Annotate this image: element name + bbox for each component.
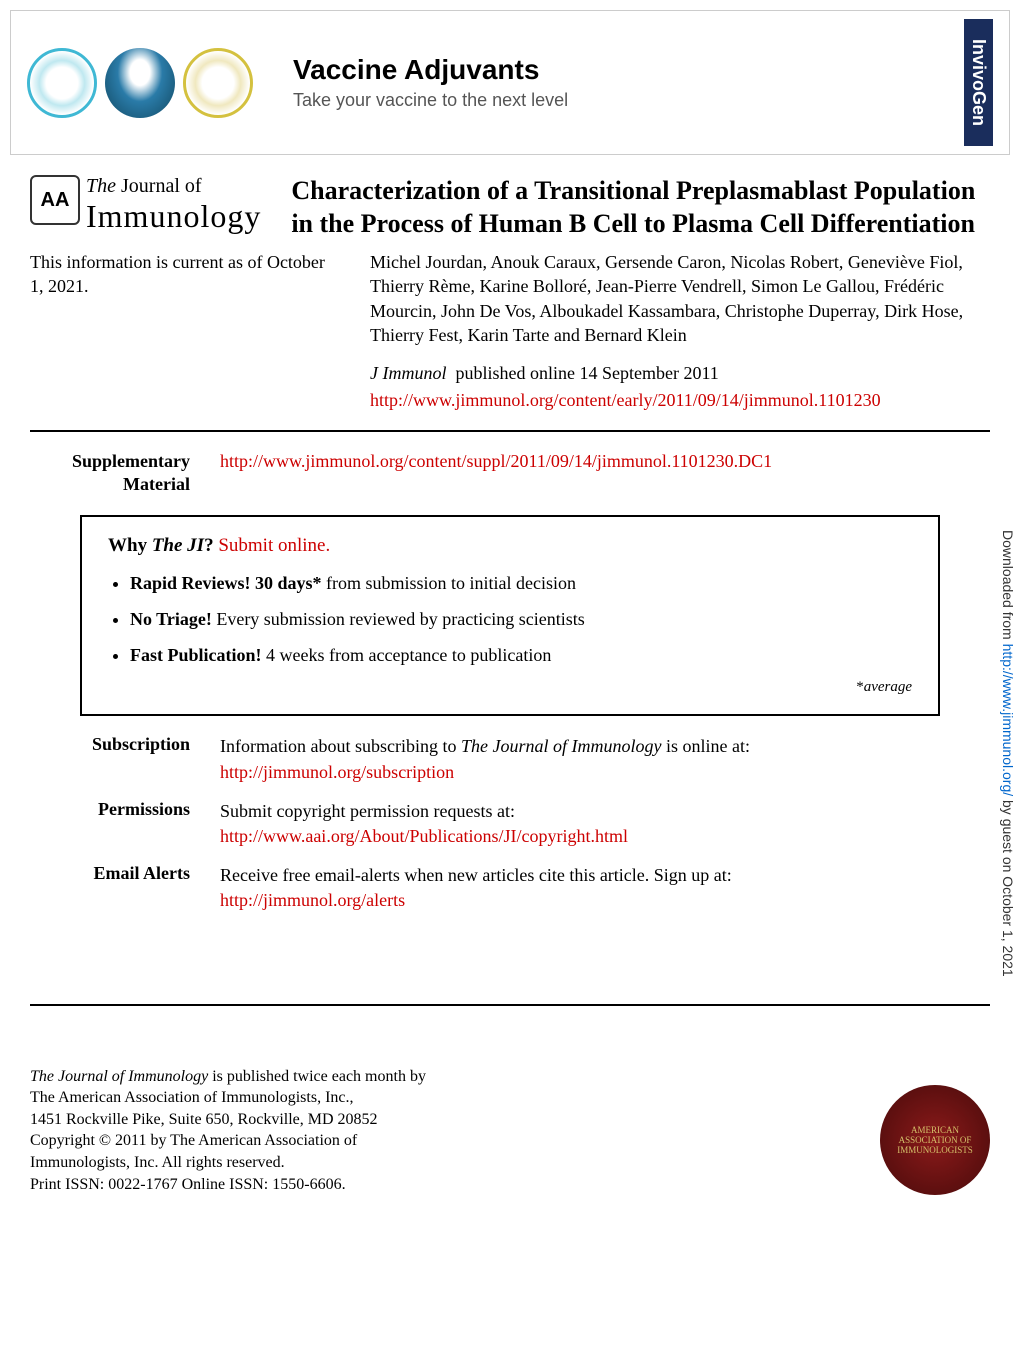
ad-brand-badge: InvivoGen — [964, 19, 993, 146]
subscription-content: Information about subscribing to The Jou… — [220, 734, 990, 784]
download-source-note: Downloaded from http://www.jimmunol.org/… — [1000, 530, 1016, 977]
footer: The Journal of Immunology is published t… — [30, 1066, 990, 1196]
why-bullet: No Triage! Every submission reviewed by … — [130, 607, 912, 631]
why-bullet-list: Rapid Reviews! 30 days* from submission … — [130, 571, 912, 668]
aai-seal: AMERICAN ASSOCIATION OF IMMUNOLOGISTS — [880, 1085, 990, 1195]
why-bullet: Fast Publication! 4 weeks from acceptanc… — [130, 643, 912, 667]
ad-title: Vaccine Adjuvants — [293, 54, 944, 86]
alerts-content: Receive free email-alerts when new artic… — [220, 863, 990, 913]
why-footnote: *average — [108, 679, 912, 696]
ad-ring-icon — [27, 48, 97, 118]
ad-bowl-icon — [105, 48, 175, 118]
publication-line: J Immunol published online 14 September … — [370, 361, 990, 385]
supplementary-label: Supplementary Material — [30, 450, 190, 497]
divider — [30, 1004, 990, 1006]
divider — [30, 430, 990, 432]
alerts-label: Email Alerts — [30, 863, 190, 913]
permissions-link[interactable]: http://www.aai.org/About/Publications/JI… — [220, 826, 628, 846]
authors-and-pub: Michel Jourdan, Anouk Caraux, Gersende C… — [370, 250, 990, 412]
permissions-label: Permissions — [30, 799, 190, 849]
ad-banner[interactable]: Vaccine Adjuvants Take your vaccine to t… — [10, 10, 1010, 155]
subscription-link[interactable]: http://jimmunol.org/subscription — [220, 762, 454, 782]
permissions-row: Permissions Submit copyright permission … — [30, 799, 990, 849]
subscription-label: Subscription — [30, 734, 190, 784]
article-meta: This information is current as of Octobe… — [30, 250, 990, 412]
supplementary-row: Supplementary Material http://www.jimmun… — [30, 450, 990, 497]
subscription-row: Subscription Information about subscribi… — [30, 734, 990, 784]
download-source-link[interactable]: http://www.jimmunol.org/ — [1000, 644, 1016, 797]
logo-line2: Immunology — [86, 198, 261, 235]
why-bullet: Rapid Reviews! 30 days* from submission … — [130, 571, 912, 595]
why-heading: Why The JI? Submit online. — [108, 535, 912, 557]
supplementary-link[interactable]: http://www.jimmunol.org/content/suppl/20… — [220, 450, 990, 497]
currency-note: This information is current as of Octobe… — [30, 250, 340, 412]
submit-online-link[interactable]: Submit online. — [218, 535, 330, 556]
alerts-row: Email Alerts Receive free email-alerts w… — [30, 863, 990, 913]
journal-logo: AA The Journal of Immunology — [30, 175, 261, 240]
ad-text: Vaccine Adjuvants Take your vaccine to t… — [293, 54, 944, 111]
ad-subtitle: Take your vaccine to the next level — [293, 90, 944, 111]
authors: Michel Jourdan, Anouk Caraux, Gersende C… — [370, 250, 990, 347]
why-box: Why The JI? Submit online. Rapid Reviews… — [80, 515, 940, 717]
header: AA The Journal of Immunology Characteriz… — [30, 175, 990, 240]
ad-icons — [27, 48, 253, 118]
ad-ring-icon — [183, 48, 253, 118]
aai-seal-icon: AMERICAN ASSOCIATION OF IMMUNOLOGISTS — [880, 1085, 990, 1195]
logo-line1: The Journal of — [86, 175, 261, 198]
logo-badge: AA — [30, 175, 80, 225]
footer-publisher-info: The Journal of Immunology is published t… — [30, 1066, 850, 1196]
journal-abbrev: J Immunol — [370, 363, 446, 383]
alerts-link[interactable]: http://jimmunol.org/alerts — [220, 890, 405, 910]
article-url-link[interactable]: http://www.jimmunol.org/content/early/20… — [370, 388, 990, 412]
permissions-content: Submit copyright permission requests at:… — [220, 799, 990, 849]
article-title: Characterization of a Transitional Prepl… — [291, 175, 990, 240]
logo-text: The Journal of Immunology — [86, 175, 261, 235]
